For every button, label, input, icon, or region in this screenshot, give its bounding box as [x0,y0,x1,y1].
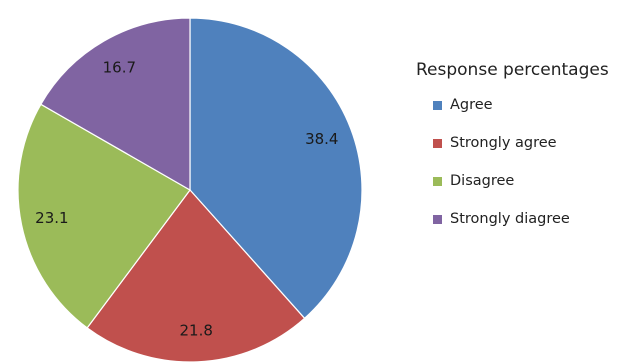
pie-slice-strongly-diagree [40,17,191,192]
legend-item-disagree: Disagree [416,171,609,191]
legend-item-strongly-agree: Strongly agree [416,133,609,153]
legend-label-strongly-agree: Strongly agree [450,135,557,151]
legend-swatch-strongly-diagree [433,214,442,224]
pie-slice-strongly-agree [86,189,306,363]
legend-label-strongly-diagree: Strongly diagree [450,211,570,227]
legend-swatch-disagree [433,176,442,186]
legend-label-agree: Agree [450,97,493,113]
legend-swatch-agree [433,100,442,110]
data-label-disagree: 23.1 [35,209,68,227]
pie-slice-agree [189,17,363,320]
data-label-strongly-diagree: 16.7 [103,58,136,76]
pie-slice-disagree [17,103,191,329]
legend-item-agree: Agree [416,95,609,115]
legend-item-strongly-diagree: Strongly diagree [416,209,609,229]
legend-swatch-strongly-agree [433,138,442,148]
legend-label-disagree: Disagree [450,173,515,189]
legend-title: Response percentages [416,60,609,80]
data-label-agree: 38.4 [305,130,338,148]
pie-chart: 38.4 21.8 23.1 16.7 [17,17,363,363]
legend: Response percentages Agree Strongly agre… [416,60,609,247]
data-label-strongly-agree: 21.8 [179,321,212,339]
